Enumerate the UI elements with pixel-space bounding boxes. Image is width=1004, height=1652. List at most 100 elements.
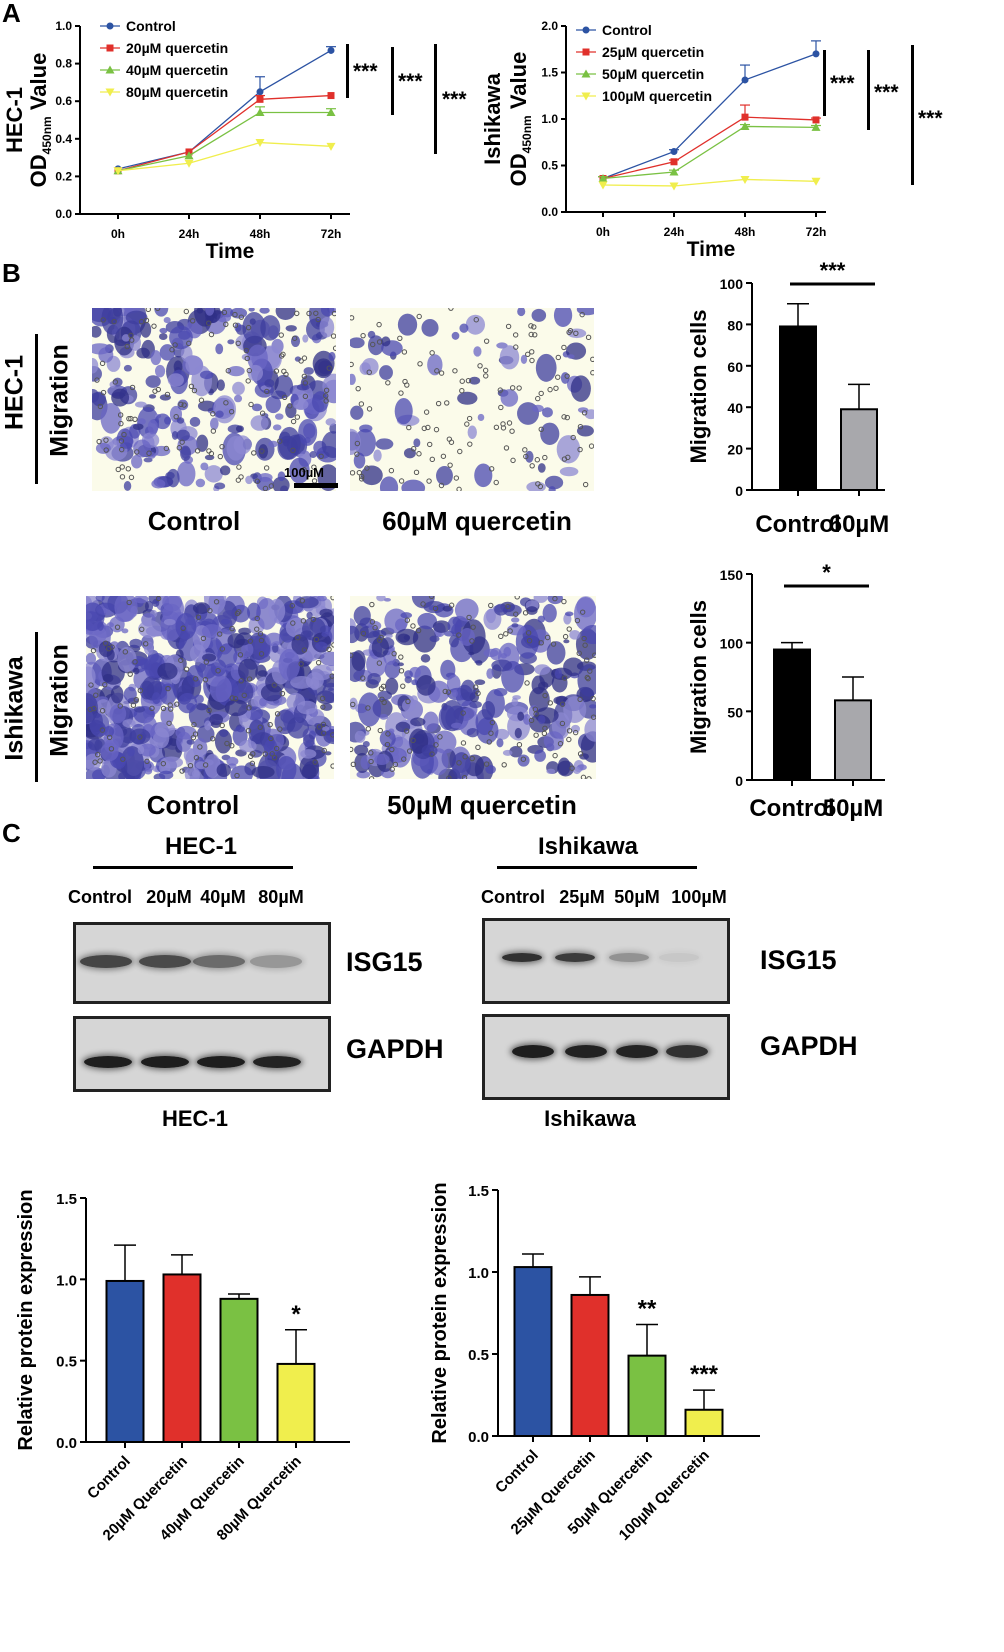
membrane-pore <box>254 615 260 622</box>
membrane-pore <box>316 724 323 730</box>
stained-cell <box>121 628 129 634</box>
stained-cell <box>241 642 254 658</box>
membrane-pore <box>128 474 135 481</box>
stained-cell <box>121 334 131 342</box>
membrane-pore <box>178 401 184 408</box>
blot-band <box>80 955 132 968</box>
data-point <box>256 88 264 96</box>
y-tick-label: 50 <box>727 704 743 720</box>
membrane-pore <box>404 617 411 623</box>
stained-cell <box>268 440 279 448</box>
data-point <box>327 92 335 100</box>
membrane-pore <box>144 758 150 764</box>
panel-letter-c: C <box>2 818 21 848</box>
stained-cell <box>109 704 127 724</box>
membrane-pore <box>544 634 551 641</box>
protein-label-gapdh: GAPDH <box>760 1031 858 1061</box>
stained-cell <box>567 354 575 359</box>
membrane-pore <box>503 631 509 637</box>
membrane-pore <box>582 481 589 488</box>
stained-cell <box>296 700 318 715</box>
stained-cell <box>581 625 596 645</box>
membrane-pore <box>183 666 190 672</box>
membrane-pore <box>398 654 404 660</box>
x-tick-label: Control <box>492 1447 542 1497</box>
stained-cell <box>162 596 183 612</box>
membrane-pore <box>318 453 324 460</box>
membrane-pore <box>238 678 244 684</box>
membrane-pore <box>586 776 592 779</box>
stained-cell <box>106 648 115 661</box>
stained-cell <box>563 696 587 723</box>
blot-footer-hec1: HEC-1 <box>161 1106 228 1131</box>
bar <box>105 1279 145 1443</box>
stained-cell <box>238 658 258 682</box>
stained-cell <box>258 444 269 459</box>
membrane-pore <box>577 446 583 453</box>
stained-cell <box>137 418 146 425</box>
y-tick-label: 0.0 <box>56 1435 77 1452</box>
membrane-pore <box>534 457 540 463</box>
membrane-pore <box>493 479 499 486</box>
stained-cell <box>469 701 482 709</box>
membrane-pore <box>500 421 506 427</box>
membrane-pore <box>315 659 322 666</box>
membrane-pore <box>456 486 462 491</box>
membrane-pore <box>132 416 138 423</box>
membrane-pore <box>194 448 201 454</box>
membrane-pore <box>435 400 442 407</box>
legend-label: 40µM quercetin <box>126 62 228 78</box>
stained-cell <box>403 448 416 459</box>
series-line <box>602 116 817 180</box>
membrane-pore <box>555 374 561 380</box>
y-tick-label: 150 <box>720 567 744 583</box>
x-tick-label: 0h <box>111 227 125 241</box>
stained-cell <box>576 308 594 316</box>
stained-cell <box>531 308 547 322</box>
stained-cell <box>300 749 317 759</box>
stained-cell <box>417 612 437 630</box>
caption-hec1-control: Control <box>147 506 241 536</box>
membrane-pore <box>257 724 263 730</box>
data-point <box>669 182 679 191</box>
stained-cell <box>123 480 132 491</box>
membrane-pore <box>294 414 301 420</box>
stained-cell <box>148 596 161 604</box>
membrane-pore <box>489 719 496 726</box>
stained-cell <box>402 699 416 712</box>
membrane-pore <box>505 323 512 330</box>
membrane-pore <box>289 603 295 609</box>
membrane-pore <box>200 635 207 642</box>
stained-cell <box>147 451 156 459</box>
y-tick-label: 0 <box>735 483 743 499</box>
membrane-pore <box>278 353 285 359</box>
membrane-pore <box>566 329 572 336</box>
stained-cell <box>574 596 596 631</box>
y-axis-label: Relative protein expression <box>15 1189 37 1450</box>
stained-cell <box>293 399 309 410</box>
membrane-pore <box>262 751 268 757</box>
stained-cell <box>282 438 290 447</box>
membrane-pore <box>577 423 584 430</box>
membrane-pore <box>108 746 115 752</box>
membrane-pore <box>461 774 468 779</box>
membrane-pore <box>470 624 476 630</box>
bar <box>513 1266 553 1437</box>
stained-cell <box>379 730 396 748</box>
membrane-pore <box>564 373 570 379</box>
protein-label-gapdh: GAPDH <box>346 1034 444 1064</box>
membrane-pore <box>562 633 569 640</box>
stained-cell <box>257 473 273 482</box>
membrane-pore <box>391 650 397 657</box>
legend-label: 80µM quercetin <box>126 84 228 100</box>
membrane-pore <box>483 761 490 767</box>
stained-cell <box>95 442 111 454</box>
stained-cell <box>511 623 519 628</box>
x-tick-label: 48h <box>250 227 271 241</box>
stained-cell <box>367 672 381 685</box>
stained-cell <box>379 713 389 720</box>
stained-cell <box>554 668 563 679</box>
membrane-pore <box>154 308 161 311</box>
y-tick-label: 100 <box>720 636 744 652</box>
stained-cell <box>388 728 395 734</box>
